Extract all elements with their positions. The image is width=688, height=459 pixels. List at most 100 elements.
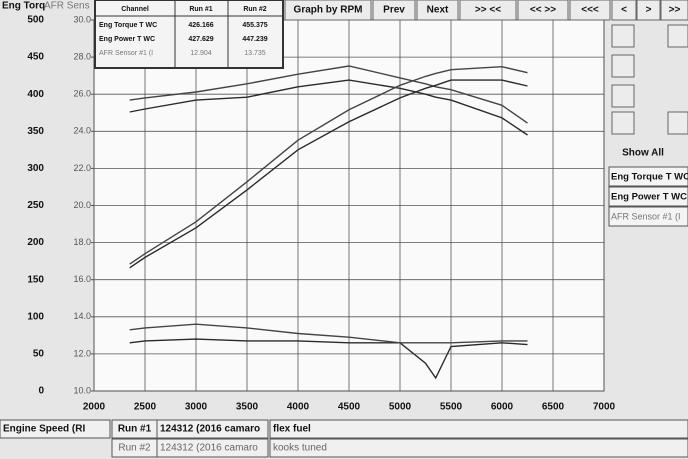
table-cell: Eng Torque T WC bbox=[99, 22, 157, 29]
footer-box bbox=[269, 438, 688, 458]
channel-name[interactable]: Eng Power T WC bbox=[611, 192, 687, 203]
channel-box[interactable] bbox=[608, 166, 688, 187]
run-label: Run #2 bbox=[118, 443, 151, 454]
y2-axis-title: AFR Sens bbox=[44, 1, 90, 12]
series-line bbox=[129, 65, 528, 265]
footer-box bbox=[156, 419, 269, 439]
scroll-button[interactable] bbox=[667, 111, 688, 135]
channel-name[interactable]: Eng Torque T WC bbox=[611, 172, 688, 183]
x-tick-label: 6000 bbox=[491, 402, 514, 413]
button[interactable] bbox=[517, 0, 569, 21]
y-tick-label: 400 bbox=[27, 89, 44, 100]
button[interactable] bbox=[611, 0, 637, 21]
table-cell: 447.239 bbox=[242, 36, 267, 43]
button-label[interactable]: << >> bbox=[530, 5, 556, 16]
x-tick-label: 2000 bbox=[83, 402, 106, 413]
button[interactable] bbox=[569, 0, 611, 21]
y2-tick-label: 14.0 bbox=[73, 311, 91, 321]
table-cell: 12.904 bbox=[190, 50, 212, 57]
footer: Engine Speed (RI Run #1 124312 (2016 camar… bbox=[0, 419, 688, 458]
table-cell: AFR Sensor #1 (I bbox=[99, 50, 153, 57]
y2-tick-label: 20.0 bbox=[73, 200, 91, 210]
series-line bbox=[129, 79, 528, 136]
button-label[interactable]: Next bbox=[427, 5, 449, 16]
x-tick-label: 3000 bbox=[185, 402, 208, 413]
run-vehicle: 124312 (2016 camaro bbox=[160, 424, 260, 435]
y2-tick-label: 28.0 bbox=[73, 51, 91, 61]
footer-box bbox=[156, 438, 269, 458]
x-tick-label: 2500 bbox=[134, 402, 157, 413]
y-tick-label: 100 bbox=[27, 311, 44, 322]
table-header: Run #2 bbox=[243, 6, 266, 13]
table-cell: 455.375 bbox=[242, 22, 267, 29]
y-tick-label: 50 bbox=[33, 349, 45, 360]
y2-tick-label: 26.0 bbox=[73, 89, 91, 99]
scroll-button[interactable] bbox=[667, 24, 688, 48]
y2-tick-label: 12.0 bbox=[73, 348, 91, 358]
channel-box[interactable] bbox=[608, 206, 688, 227]
channel-name[interactable]: AFR Sensor #1 (I bbox=[611, 211, 681, 221]
button-label[interactable]: < bbox=[621, 5, 627, 16]
table-header: Run #1 bbox=[189, 6, 212, 13]
x-tick-label: 4500 bbox=[338, 402, 361, 413]
scroll-button[interactable] bbox=[611, 111, 635, 135]
button[interactable] bbox=[660, 0, 688, 21]
button[interactable] bbox=[416, 0, 459, 21]
y-tick-label: 0 bbox=[38, 386, 44, 397]
y-tick-label: 500 bbox=[27, 15, 44, 26]
run-note: kooks tuned bbox=[273, 443, 327, 454]
button-label[interactable]: > bbox=[646, 5, 652, 16]
y-tick-label: 350 bbox=[27, 126, 44, 137]
y2-tick-label: 24.0 bbox=[73, 126, 91, 136]
channel-box[interactable] bbox=[608, 186, 688, 207]
plot: 2000 2500 3000 3500 4000 4500 5000 5500 6000 6500… bbox=[27, 14, 615, 412]
y-tick-label: 300 bbox=[27, 163, 44, 174]
series-line bbox=[129, 65, 528, 124]
table-cell: Eng Power T WC bbox=[99, 36, 155, 43]
series-line bbox=[129, 338, 528, 380]
y-tick-label: 200 bbox=[27, 237, 44, 248]
y2-tick-label: 22.0 bbox=[73, 163, 91, 173]
scroll-button[interactable] bbox=[611, 84, 635, 108]
button-label[interactable]: Graph by RPM bbox=[294, 5, 363, 16]
y-tick-label: 450 bbox=[27, 52, 44, 63]
scroll-button[interactable] bbox=[611, 24, 635, 48]
x-tick-label: 4000 bbox=[287, 402, 310, 413]
y2-tick-label: 30.0 bbox=[73, 14, 91, 24]
table-cell: 13.735 bbox=[244, 50, 266, 57]
run-note: flex fuel bbox=[273, 424, 311, 435]
y2-tick-label: 10.0 bbox=[73, 385, 91, 395]
run-label: Run #1 bbox=[118, 424, 152, 435]
x-tick-label: 5500 bbox=[440, 402, 463, 413]
button-label[interactable]: Prev bbox=[383, 5, 405, 16]
x-channel: Engine Speed (RI bbox=[3, 424, 85, 435]
button-label[interactable]: >> << bbox=[475, 5, 501, 16]
x-tick-label: 7000 bbox=[593, 402, 616, 413]
y2-tick-label: 18.0 bbox=[73, 237, 91, 247]
show-all[interactable]: Show All bbox=[622, 148, 664, 159]
x-tick-label: 6500 bbox=[542, 402, 565, 413]
y-tick-label: 150 bbox=[27, 274, 44, 285]
button[interactable] bbox=[372, 0, 416, 21]
button[interactable] bbox=[284, 0, 372, 21]
table-cell: 426.166 bbox=[188, 22, 213, 29]
scroll-button[interactable] bbox=[611, 54, 635, 78]
x-tick-label: 3500 bbox=[236, 402, 259, 413]
table-header: Channel bbox=[121, 6, 149, 13]
cursor-table bbox=[94, 0, 284, 69]
button-label[interactable]: >> bbox=[669, 5, 681, 16]
footer-box bbox=[0, 419, 111, 439]
button-label[interactable]: <<< bbox=[581, 5, 599, 16]
y2-tick-label: 16.0 bbox=[73, 274, 91, 284]
y-axis-title: Eng Torq bbox=[2, 1, 45, 12]
table-cell: 427.629 bbox=[188, 36, 213, 43]
channel-list: Eng Torque T WC Eng Power T WC AFR Sensor … bbox=[608, 166, 688, 227]
series-line bbox=[129, 323, 528, 344]
x-tick-label: 5000 bbox=[389, 402, 412, 413]
run-vehicle: 124312 (2016 camaro bbox=[160, 443, 258, 454]
series-line bbox=[129, 79, 528, 269]
button[interactable] bbox=[459, 0, 517, 21]
footer-box bbox=[269, 419, 688, 439]
button[interactable] bbox=[636, 0, 661, 21]
